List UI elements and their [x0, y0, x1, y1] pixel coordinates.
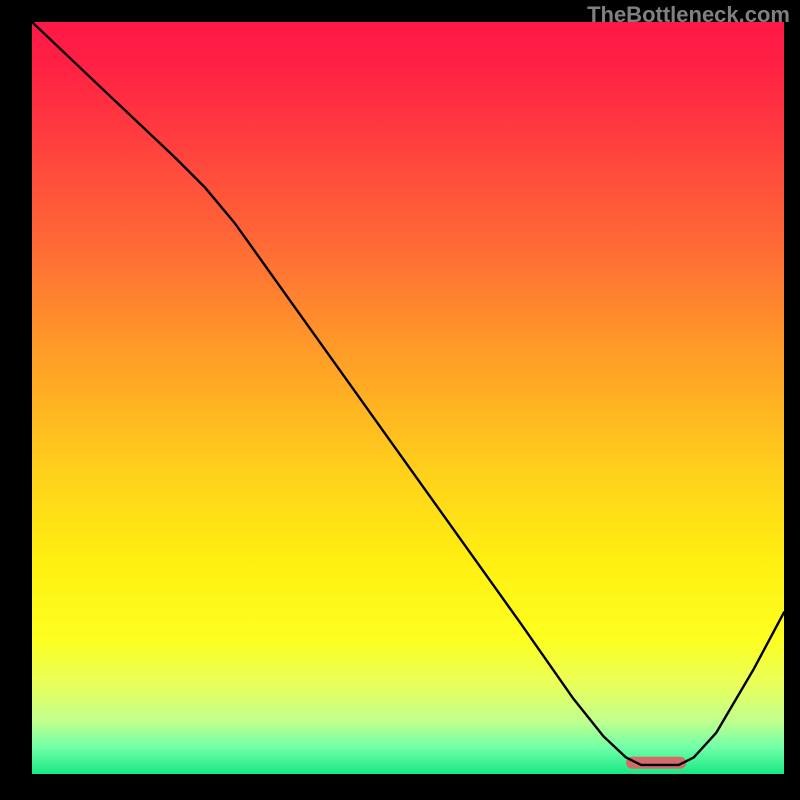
watermark-text: TheBottleneck.com	[587, 2, 790, 28]
gradient-fill	[32, 22, 784, 774]
image-root: TheBottleneck.com	[0, 0, 800, 800]
bottleneck-chart	[32, 22, 784, 774]
